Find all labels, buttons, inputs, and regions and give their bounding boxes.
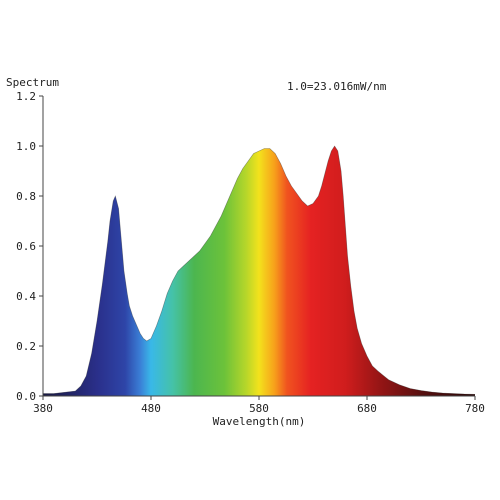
y-tick-label: 1.2 [16,90,36,103]
y-tick-label: 0.8 [16,190,36,203]
x-tick-label: 680 [357,402,377,415]
annotation-scale: 1.0=23.016mW/nm [287,80,387,93]
spectrum-area [43,146,475,396]
y-tick-label: 1.0 [16,140,36,153]
x-tick-label: 380 [33,402,53,415]
y-tick-label: 0.0 [16,390,36,403]
y-tick-label: 0.4 [16,290,36,303]
x-tick-group: 380 480 580 680 780 [33,396,485,415]
x-tick-label: 780 [465,402,485,415]
x-tick-label: 580 [249,402,269,415]
spectrum-line [43,145,476,395]
plot-area [43,145,476,396]
y-tick-label: 0.2 [16,340,36,353]
y-tick-group: 0.0 0.2 0.4 0.6 0.8 1.0 1.2 [16,90,43,403]
y-axis-label: Spectrum [6,76,59,89]
y-tick-label: 0.6 [16,240,36,253]
x-axis-label: Wavelength(nm) [213,415,306,428]
x-tick-label: 480 [141,402,161,415]
